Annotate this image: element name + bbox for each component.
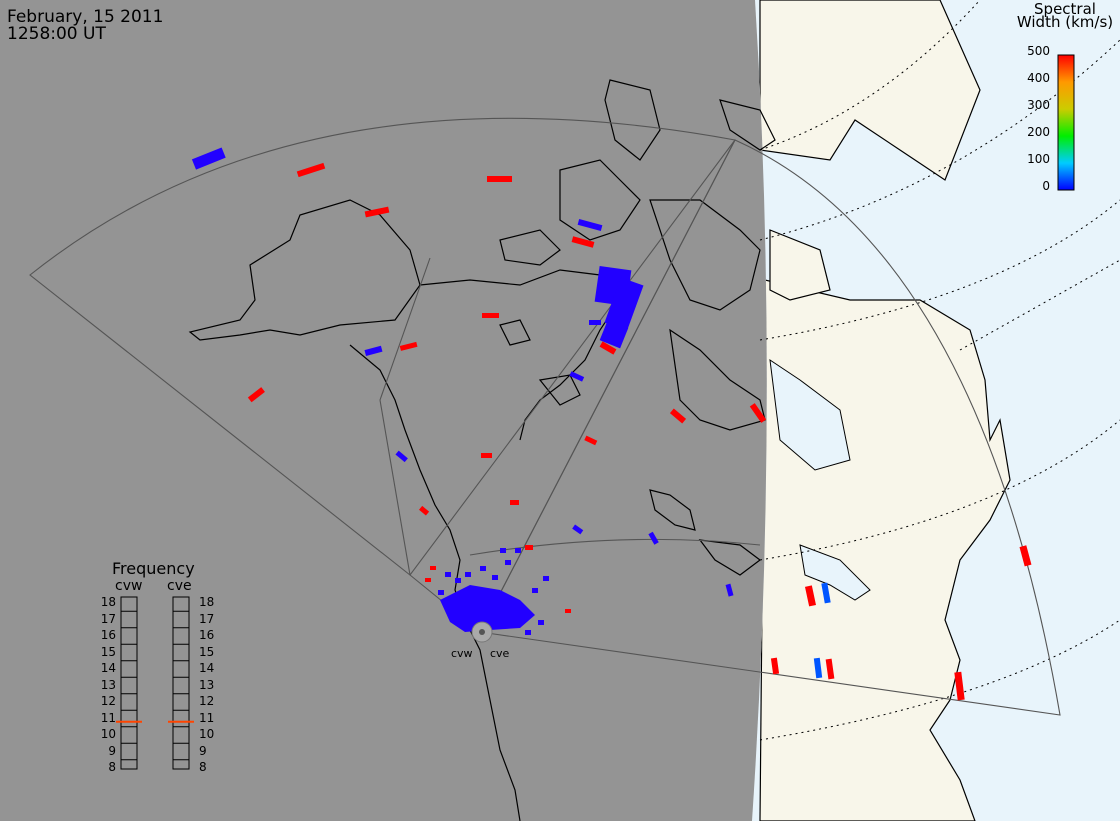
frequency-tick-left: 8: [108, 760, 116, 774]
time-label: 1258:00 UT: [7, 24, 106, 44]
frequency-tick-right: 15: [199, 644, 215, 659]
frequency-tick-left: 18: [100, 595, 116, 609]
colorbar-title-line2: Width (km/s): [1016, 13, 1114, 31]
colorbar-title-line1: Spectral: [1034, 0, 1096, 18]
frequency-tick-left: 12: [100, 694, 116, 708]
radar-name-cve: cve: [167, 578, 192, 594]
frequency-tick-right: 18: [199, 595, 215, 609]
colorbar-tick: 400: [1027, 71, 1050, 85]
date-label: February, 15 2011: [7, 7, 164, 27]
frequency-tick-left: 9: [108, 743, 116, 758]
colorbar-tick: 100: [1027, 152, 1050, 166]
frequency-tick-right: 11: [199, 710, 215, 725]
frequency-tick-left: 11: [100, 710, 116, 725]
station-label-cve: cve: [490, 647, 510, 660]
fov-outlines: [29, 117, 1061, 716]
colorbar-tick: 300: [1027, 98, 1050, 112]
frequency-tick-left: 17: [100, 611, 116, 626]
frequency-tick-left: 14: [100, 661, 116, 675]
frequency-tick-right: 14: [199, 661, 215, 675]
frequency-tick-right: 16: [199, 628, 215, 642]
colorbar-tick: 500: [1027, 44, 1050, 58]
frequency-tick-right: 9: [199, 743, 207, 758]
frequency-tick-left: 13: [100, 677, 116, 692]
frequency-tick-left: 15: [100, 644, 116, 659]
frequency-tick-left: 10: [100, 727, 116, 741]
frequency-tick-right: 17: [199, 611, 215, 626]
frequency-boxes: [116, 596, 194, 770]
colorbar-tick: 0: [1042, 179, 1050, 193]
station-label-cvw: cvw: [451, 647, 473, 660]
frequency-title: Frequency: [112, 559, 195, 578]
colorbar: [1057, 54, 1075, 191]
night-shading: [0, 0, 767, 821]
colorbar-tick: 200: [1027, 125, 1050, 139]
scatter-cells: [191, 147, 1032, 701]
latitude-grid: [759, 0, 1120, 741]
frequency-tick-left: 16: [100, 628, 116, 642]
frequency-tick-right: 10: [199, 727, 215, 741]
frequency-tick-right: 8: [199, 760, 207, 774]
radar-name-cvw: cvw: [115, 578, 143, 594]
radar-site-marker: [479, 629, 485, 635]
frequency-tick-right: 12: [199, 694, 215, 708]
dayside-land: [759, 0, 1011, 821]
frequency-tick-right: 13: [199, 677, 215, 692]
